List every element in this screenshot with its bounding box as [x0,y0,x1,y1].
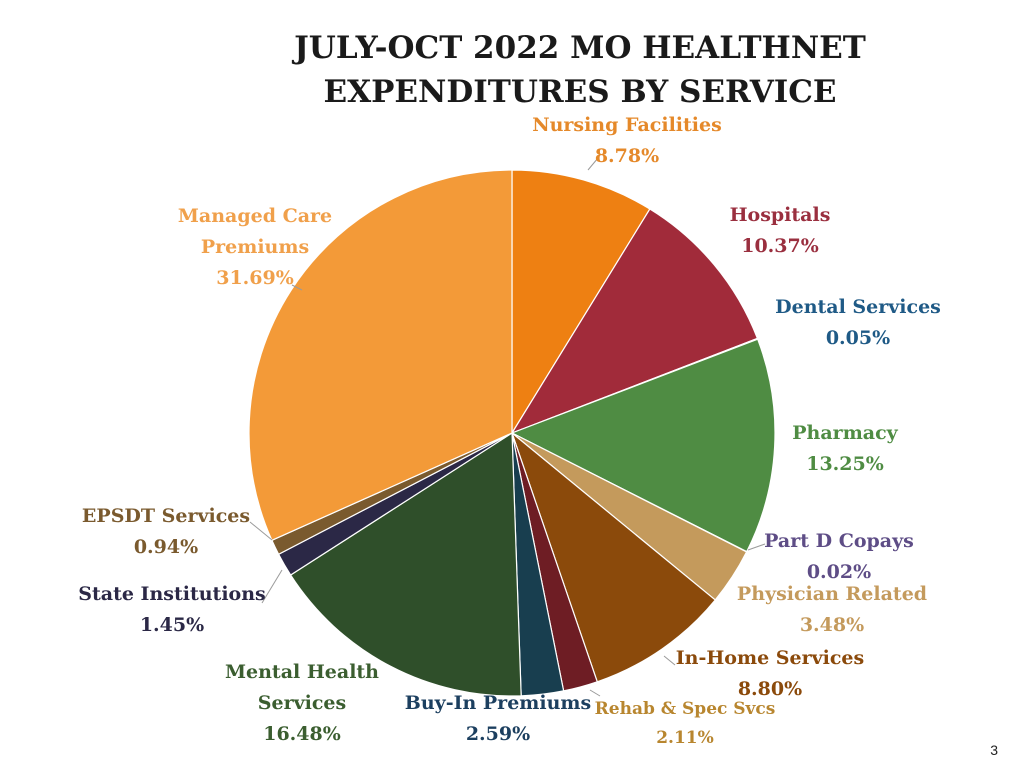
label-physician-value: 3.48% [799,614,865,636]
label-mental-health-services: Mental Health Services 16.48% [220,657,384,750]
label-rehab-spec-svcs: Rehab & Spec Svcs 2.11% [592,695,778,753]
pie-slice-managed [248,169,513,542]
label-pharmacy-value: 13.25% [806,453,884,475]
label-mental-value: 16.48% [263,723,341,745]
pie-slice-pharmacy [510,338,776,553]
pie-slice-mental [289,431,522,697]
label-epsdt-name: EPSDT Services [81,505,251,527]
pie-slice-nursing [511,169,651,436]
label-inhome-name: In-Home Services [675,647,865,669]
label-epsdt-value: 0.94% [133,536,199,558]
label-managed-name-1: Managed Care [177,205,333,227]
leader-line-partd [747,543,766,551]
label-managed-value: 31.69% [216,267,294,289]
page-number: 3 [990,742,998,758]
label-dental-value: 0.05% [825,327,891,349]
chart-title-line-2: EXPENDITURES BY SERVICE [323,74,837,110]
label-mental-name-1: Mental Health [224,661,379,683]
label-nursing-value: 8.78% [594,145,660,167]
label-state-institutions: State Institutions 1.45% [76,579,268,641]
label-inhome-value: 8.80% [737,678,803,700]
label-pharmacy-name: Pharmacy [792,422,898,444]
label-in-home-services: In-Home Services 8.80% [672,643,868,705]
leader-line-nursing [587,157,599,171]
label-hospitals-name: Hospitals [729,204,831,226]
label-buyin-value: 2.59% [465,723,531,745]
label-managed-name-2: Premiums [200,236,310,258]
label-partd-value: 0.02% [806,561,872,583]
label-nursing-name: Nursing Facilities [532,114,722,136]
label-pharmacy: Pharmacy 13.25% [780,418,910,480]
label-managed-care-premiums: Managed Care Premiums 31.69% [170,201,340,294]
label-hospitals-value: 10.37% [741,235,819,257]
label-part-d-copays: Part D Copays 0.02% [758,526,920,588]
label-rehab-value: 2.11% [656,728,714,748]
leader-line-managed [291,284,303,291]
pie-slice-inhome [510,431,717,683]
chart-title-line-1: JULY-OCT 2022 MO HEALTHNET [294,30,866,66]
label-state-name: State Institutions [78,583,266,605]
label-rehab-name: Rehab & Spec Svcs [594,699,776,719]
label-mental-name-2: Services [257,692,347,714]
label-partd-name: Part D Copays [764,530,914,552]
label-state-value: 1.45% [139,614,205,636]
leader-line-inhome [663,655,676,666]
label-physician-name: Physician Related [736,583,928,605]
label-dental-services: Dental Services 0.05% [768,292,948,354]
label-hospitals: Hospitals 10.37% [715,200,845,262]
leader-line-epsdt [249,521,273,541]
chart-title: JULY-OCT 2022 MO HEALTHNET EXPENDITURES … [230,26,930,114]
label-nursing-facilities: Nursing Facilities 8.78% [532,110,722,172]
label-buyin-name: Buy-In Premiums [404,692,592,714]
pie-slice-hospitals [510,208,759,435]
label-buy-in-premiums: Buy-In Premiums 2.59% [400,688,596,750]
label-dental-name: Dental Services [775,296,941,318]
leader-line-state [261,569,283,604]
label-epsdt-services: EPSDT Services 0.94% [76,501,256,563]
label-physician-related: Physician Related 3.48% [732,579,932,641]
leader-line-rehab [589,689,601,697]
